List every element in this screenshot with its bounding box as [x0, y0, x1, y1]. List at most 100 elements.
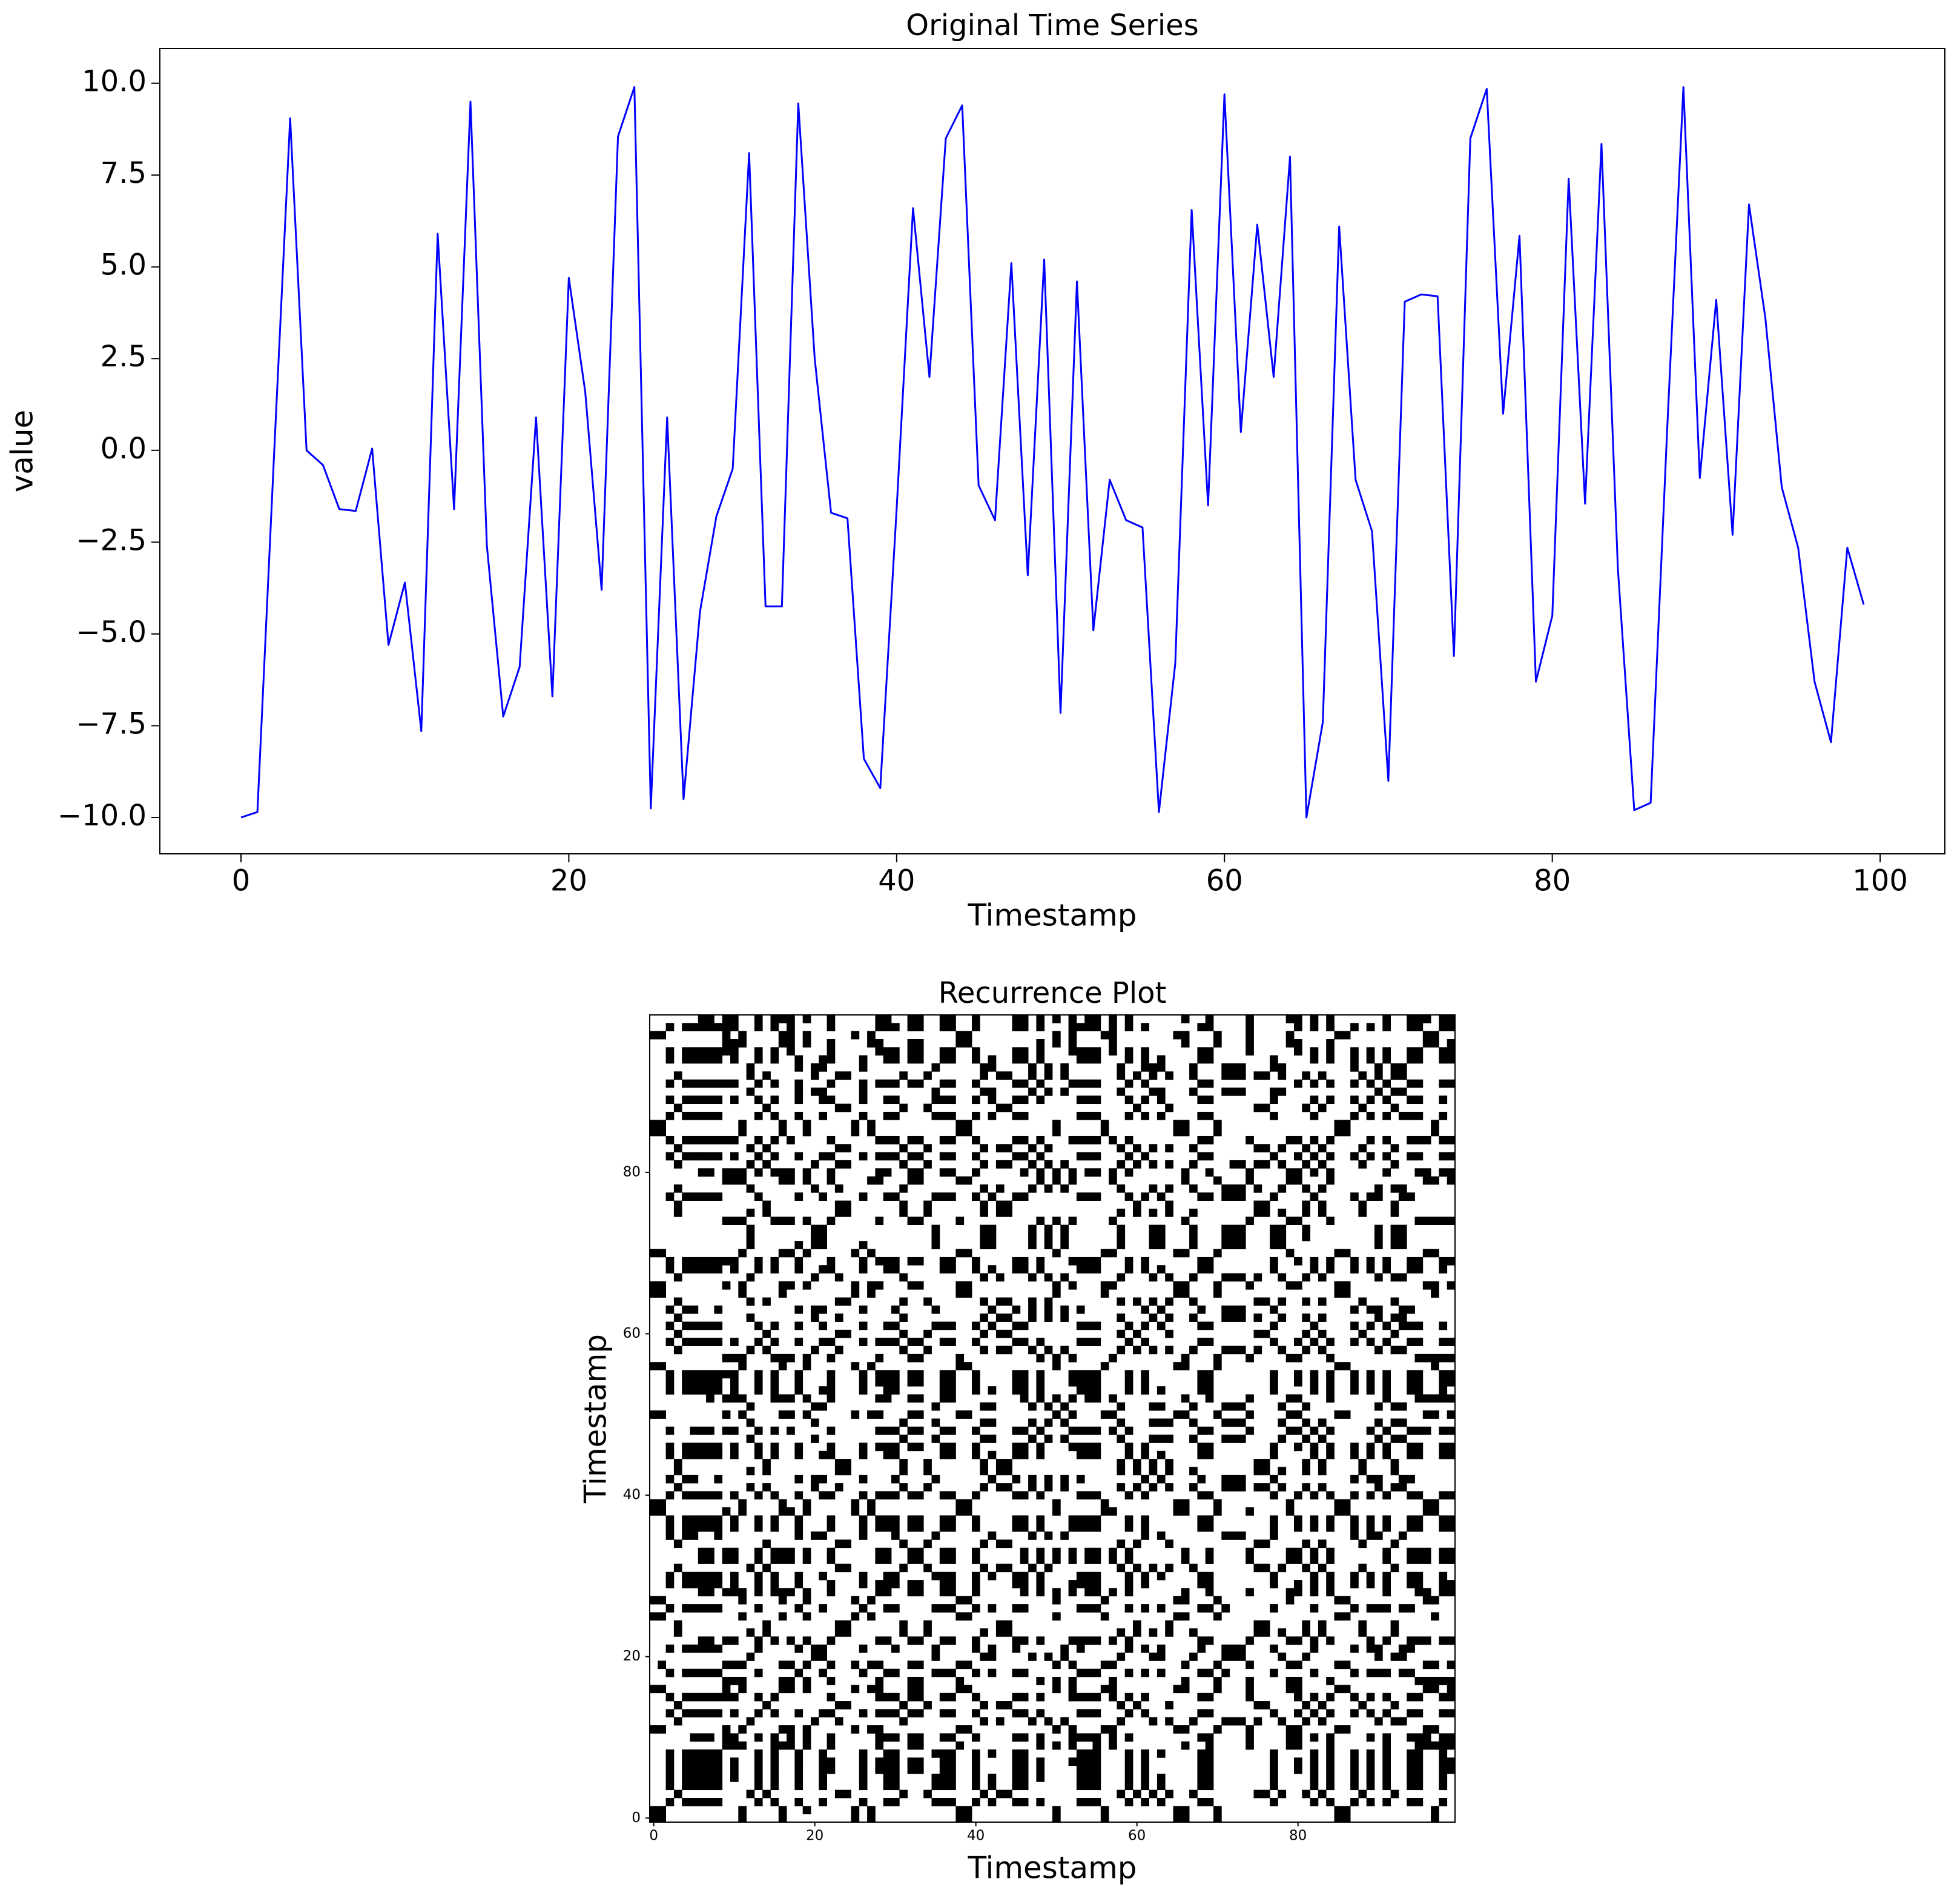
recurrence-cell: [1117, 1402, 1126, 1411]
recurrence-cell: [1141, 1774, 1149, 1782]
recurrence-cell: [851, 1281, 860, 1290]
recurrence-cell: [770, 1394, 779, 1403]
recurrence-cell: [1068, 1693, 1077, 1702]
recurrence-cell: [1414, 1370, 1424, 1379]
recurrence-cell: [690, 1749, 699, 1758]
recurrence-cell: [867, 1806, 876, 1815]
recurrence-cell: [915, 1394, 924, 1403]
recurrence-cell: [972, 1386, 980, 1395]
recurrence-cell: [834, 1483, 843, 1491]
recurrence-cell: [1285, 1677, 1295, 1685]
recurrence-cell: [1076, 1475, 1085, 1484]
recurrence-cell: [1447, 1685, 1456, 1694]
recurrence-cell: [1060, 1475, 1069, 1484]
recurrence-cell: [859, 1515, 868, 1524]
recurrence-cell: [802, 1120, 811, 1129]
recurrence-cell: [1012, 1135, 1021, 1145]
recurrence-cell: [819, 1338, 827, 1346]
recurrence-cell: [754, 1135, 763, 1145]
recurrence-cell: [915, 1217, 924, 1225]
recurrence-cell: [1109, 1168, 1117, 1177]
recurrence-cell: [1197, 1749, 1206, 1758]
recurrence-cell: [875, 1378, 884, 1387]
recurrence-cell: [955, 1725, 965, 1734]
recurrence-cell: [899, 1200, 908, 1209]
recurrence-cell: [988, 1798, 997, 1806]
recurrence-cell: [899, 1467, 908, 1476]
recurrence-cell: [754, 1491, 763, 1500]
recurrence-cell: [980, 1346, 988, 1355]
recurrence-cell: [923, 1208, 932, 1217]
recurrence-cell: [802, 1281, 811, 1290]
recurrence-cell: [1052, 1289, 1061, 1298]
recurrence-cell: [923, 1346, 932, 1355]
recurrence-cell: [658, 1120, 666, 1129]
recurrence-cell: [1020, 1450, 1029, 1459]
recurrence-cell: [827, 1257, 836, 1266]
recurrence-cell: [690, 1265, 699, 1273]
recurrence-cell: [899, 1273, 908, 1282]
recurrence-cell: [1407, 1152, 1415, 1161]
recurrence-cell: [1237, 1653, 1246, 1661]
recurrence-cell: [1133, 1297, 1141, 1306]
recurrence-cell: [972, 1547, 980, 1556]
recurrence-cell: [1068, 1176, 1077, 1185]
recurrence-cell: [714, 1095, 723, 1105]
recurrence-cell: [1109, 1507, 1117, 1516]
recurrence-cell: [1253, 1071, 1262, 1080]
recurrence-cell: [1197, 1475, 1206, 1484]
recurrence-cell: [706, 1015, 714, 1023]
recurrence-cell: [1318, 1701, 1327, 1709]
recurrence-cell: [1076, 1693, 1085, 1702]
recurrence-cell: [1197, 1523, 1206, 1532]
recurrence-cell: [883, 1055, 892, 1064]
recurrence-cell: [1092, 1111, 1101, 1120]
recurrence-cell: [1294, 1281, 1302, 1290]
recurrence-cell: [1076, 1321, 1085, 1330]
recurrence-cell: [754, 1095, 763, 1105]
recurrence-cell: [1124, 1757, 1133, 1766]
recurrence-cell: [1246, 1015, 1254, 1023]
recurrence-cell: [1447, 1257, 1456, 1266]
recurrence-cell: [1117, 1329, 1126, 1338]
recurrence-cell: [1447, 1338, 1456, 1346]
recurrence-cell: [1270, 1305, 1278, 1314]
recurrence-cell: [1197, 1644, 1206, 1653]
recurrence-cell: [1076, 1257, 1085, 1266]
recurrence-cell: [1382, 1152, 1391, 1161]
recurrence-cell: [762, 1297, 771, 1306]
recurrence-cell: [915, 1442, 924, 1452]
recurrence-cell: [706, 1693, 714, 1702]
recurrence-cell: [770, 1571, 779, 1581]
recurrence-cell: [1382, 1556, 1391, 1564]
y-axis-label: value: [5, 410, 40, 493]
recurrence-cell: [1318, 1103, 1327, 1112]
recurrence-cell: [754, 1765, 763, 1774]
recurrence-cell: [939, 1547, 948, 1556]
recurrence-cell: [867, 1685, 876, 1694]
recurrence-cell: [1439, 1733, 1448, 1742]
recurrence-cell: [1374, 1402, 1383, 1411]
recurrence-cell: [1310, 1798, 1319, 1806]
recurrence-cell: [907, 1338, 916, 1346]
recurrence-cell: [1326, 1217, 1335, 1225]
recurrence-cell: [1181, 1394, 1190, 1403]
recurrence-cell: [706, 1338, 714, 1346]
recurrence-cell: [722, 1176, 731, 1185]
recurrence-cell: [883, 1693, 892, 1702]
recurrence-cell: [915, 1556, 924, 1564]
recurrence-cell: [1390, 1620, 1399, 1629]
recurrence-cell: [1447, 1693, 1456, 1702]
recurrence-cell: [1100, 1031, 1109, 1040]
recurrence-cell: [1366, 1571, 1375, 1581]
recurrence-cell: [980, 1071, 988, 1080]
recurrence-cell: [1237, 1232, 1246, 1241]
recurrence-cell: [1028, 1653, 1037, 1661]
recurrence-cell: [1270, 1580, 1278, 1588]
recurrence-cell: [1246, 1281, 1254, 1290]
recurrence-cell: [995, 1313, 1005, 1322]
recurrence-cell: [980, 1144, 988, 1153]
recurrence-cell: [1036, 1580, 1045, 1588]
recurrence-cell: [682, 1111, 690, 1120]
y-tick-label: 5.0: [101, 248, 147, 282]
